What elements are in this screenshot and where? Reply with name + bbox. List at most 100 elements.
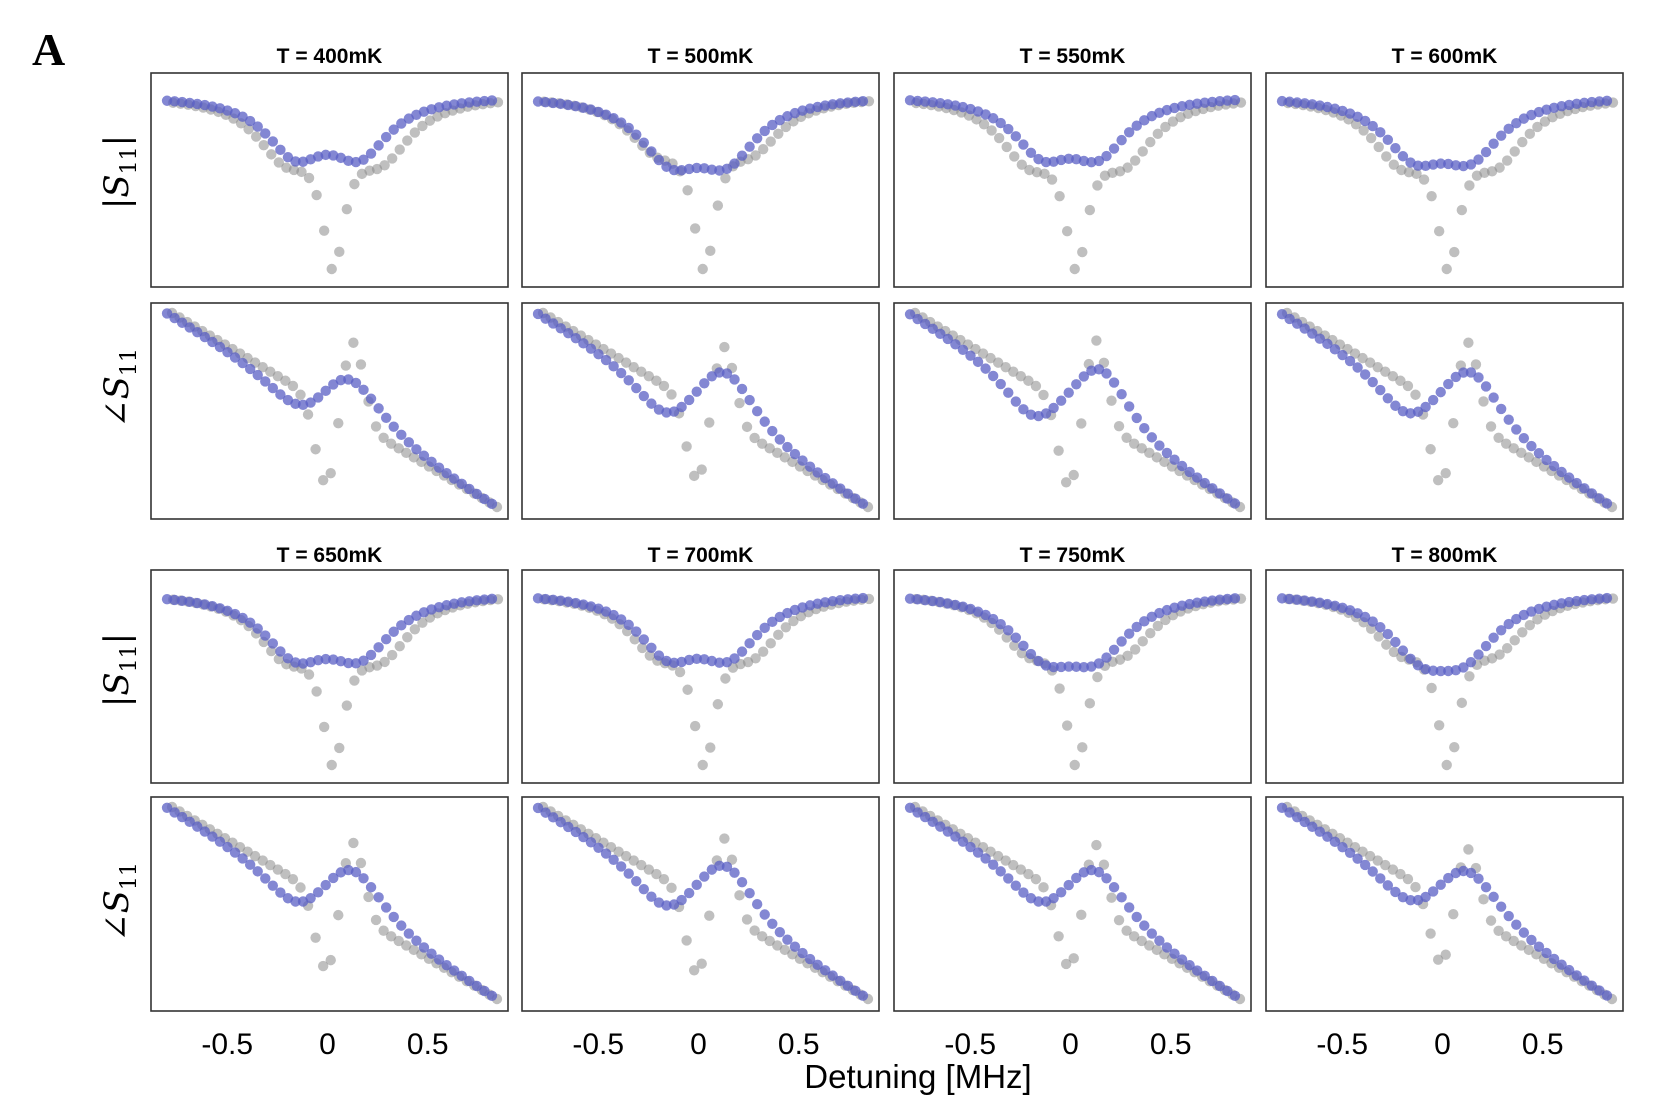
model-point: [1139, 920, 1150, 931]
model-point: [1427, 394, 1439, 406]
model-point: [797, 455, 808, 466]
measured-point: [756, 931, 768, 942]
measured-point: [1432, 474, 1444, 486]
measured-point: [1387, 370, 1399, 382]
measured-point: [1410, 389, 1421, 400]
model-point: [555, 816, 566, 828]
model-point: [320, 653, 331, 665]
model-point: [850, 985, 861, 996]
measured-point: [1381, 151, 1392, 162]
measured-point: [734, 890, 745, 901]
measured-point: [1357, 352, 1368, 364]
measured-point: [1364, 357, 1376, 368]
model-point: [1229, 593, 1241, 604]
model-point: [1541, 947, 1552, 959]
model-point: [1214, 488, 1226, 499]
measured-point: [636, 859, 647, 871]
model-point: [373, 140, 384, 151]
model-point: [1511, 117, 1522, 129]
measured-point: [712, 699, 724, 710]
model-point: [1427, 665, 1439, 676]
measured-point: [1523, 944, 1535, 956]
model-point: [857, 592, 869, 604]
model-point: [676, 894, 687, 906]
measured-point: [1426, 682, 1437, 694]
measured-point: [1151, 452, 1163, 463]
model-point: [1207, 975, 1218, 987]
model-point: [995, 117, 1006, 129]
magnitude-frame: [1265, 72, 1624, 288]
model-point: [767, 918, 778, 930]
model-point: [1473, 649, 1484, 660]
measured-point: [1500, 438, 1512, 449]
model-point: [1025, 147, 1037, 158]
model-point: [789, 941, 801, 952]
model-point: [358, 384, 369, 396]
model-point: [184, 97, 195, 109]
model-point: [827, 99, 838, 110]
model-point: [1480, 381, 1492, 392]
model-point: [403, 614, 415, 626]
model-point: [1093, 155, 1105, 167]
model-point: [1397, 151, 1409, 162]
measured-point: [765, 136, 776, 147]
model-point: [328, 379, 339, 390]
model-point: [1299, 816, 1310, 828]
ylabel-phase-sub: 11: [117, 348, 142, 376]
model-point: [365, 393, 377, 404]
model-point: [842, 980, 854, 992]
model-point: [365, 148, 377, 159]
model-point: [418, 450, 430, 461]
model-point: [1063, 153, 1074, 164]
model-point: [744, 887, 755, 899]
model-point: [1063, 387, 1074, 398]
model-point: [1116, 389, 1127, 400]
model-point: [1322, 338, 1333, 350]
model-point: [1435, 665, 1446, 677]
measured-point: [1092, 671, 1103, 683]
model-point: [638, 634, 650, 645]
measured-point: [1152, 620, 1164, 632]
model-point: [479, 493, 490, 505]
panel-title: T = 800mK: [1392, 544, 1498, 567]
measured-point: [1023, 868, 1034, 880]
model-point: [767, 616, 778, 628]
model-point: [471, 96, 483, 107]
model-point: [1579, 594, 1590, 606]
model-point: [1458, 367, 1469, 378]
measured-point: [986, 125, 997, 136]
model-point: [1123, 628, 1135, 639]
svg-text:|S11|: |S11|: [97, 633, 142, 707]
model-point: [547, 812, 559, 823]
model-point: [426, 948, 437, 959]
model-point: [1040, 156, 1052, 168]
model-point: [691, 386, 702, 397]
model-point: [1154, 440, 1165, 451]
model-point: [222, 841, 233, 853]
measured-point: [1030, 380, 1042, 392]
measured-point: [1441, 759, 1452, 771]
model-point: [1291, 594, 1303, 605]
model-point: [736, 150, 748, 161]
model-point: [676, 401, 687, 413]
measured-point: [697, 263, 708, 275]
model-point: [161, 95, 173, 106]
measured-point: [1076, 909, 1087, 921]
model-point: [1284, 96, 1295, 107]
model-point: [388, 421, 399, 432]
measured-point: [280, 868, 291, 880]
measured-point: [355, 857, 367, 869]
magnitude-frame: [1265, 569, 1624, 784]
measured-point: [379, 656, 390, 668]
measured-point: [992, 357, 1004, 368]
measured-point: [1000, 361, 1011, 373]
measured-point: [1517, 627, 1528, 638]
model-point: [1359, 611, 1371, 623]
model-point: [252, 866, 263, 877]
ylabel-row-2: ∠S11: [97, 348, 142, 428]
model-point: [767, 425, 778, 437]
model-point: [980, 853, 991, 864]
measured-point: [1358, 125, 1369, 136]
measured-point: [348, 837, 359, 849]
model-point: [1199, 970, 1210, 982]
